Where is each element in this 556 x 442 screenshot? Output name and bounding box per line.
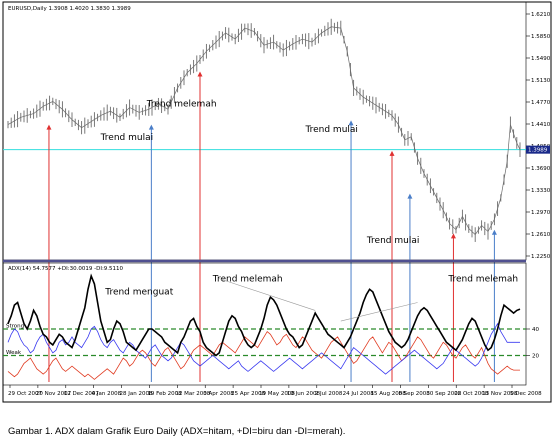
- series-minusdi: [7, 330, 520, 380]
- price-y-tick-label: 1.3690: [531, 166, 551, 172]
- adx-annotations: Trend menguat Trend melemah Trend melemah: [104, 274, 518, 322]
- price-series: 1.3989: [3, 18, 550, 242]
- price-y-tick-label: 1.2250: [531, 254, 551, 260]
- adx-series: [7, 273, 521, 380]
- price-y-tick-label: 1.5490: [531, 56, 551, 62]
- trend-arrow-head: [46, 124, 52, 130]
- trend-arrow-head: [407, 193, 413, 199]
- x-tick-label: 28 Jan 2008: [120, 391, 153, 397]
- adx-panel-title: ADX(14) 54.7577 +DI:30.0019 -DI:9.5110: [8, 266, 124, 272]
- x-tick-label: 22 Oct 2008: [454, 391, 489, 397]
- adx-panel: ADX(14) 54.7577 +DI:30.0019 -DI:9.5110 S…: [2, 262, 539, 386]
- figure-frame: [2, 1, 552, 403]
- trend-arrow-head: [197, 71, 203, 77]
- price-annotation: Trend mulai: [366, 236, 419, 246]
- adx-plot-area: [2, 262, 527, 386]
- price-y-tick-label: 1.5850: [531, 34, 551, 40]
- price-panel-title: EURUSD,Daily 1.3908 1.4020 1.3830 1.3989: [8, 6, 131, 12]
- price-y-tick-label: 1.2970: [531, 210, 551, 216]
- figure-caption: Gambar 1. ADX dalam Grafik Euro Daily (A…: [8, 426, 346, 437]
- price-annotation: Trend mulai: [304, 125, 357, 135]
- x-tick-label: 5 Dec 2008: [510, 391, 542, 397]
- price-annotation: Trend mulai: [100, 133, 153, 143]
- adx-y-tick-label: 20: [532, 354, 539, 360]
- price-y-tick-label: 1.2610: [531, 232, 551, 238]
- adx-level-label: Weak: [6, 350, 22, 356]
- price-y-axis: 1.62101.58501.54901.51301.47701.44101.40…: [526, 12, 551, 260]
- x-tick-label: 24 Jul 2008: [343, 391, 375, 397]
- x-tick-label: 12 Dec 2007: [64, 391, 100, 397]
- x-tick-label: 29 Oct 2007: [8, 391, 43, 397]
- x-tick-label: 25 Apr 2008: [231, 391, 266, 397]
- x-tick-label: 30 Sep 2008: [426, 391, 461, 397]
- price-y-tick-label: 1.5130: [531, 78, 551, 84]
- current-price-badge: [526, 145, 550, 154]
- x-tick-label: 15 Aug 2008: [371, 391, 407, 397]
- price-y-tick-label: 1.6210: [531, 12, 551, 18]
- adx-y-tick-label: 40: [532, 327, 539, 333]
- x-tick-label: 20 Nov 2007: [36, 391, 72, 397]
- x-tick-label: 19 Feb 2008: [147, 391, 182, 397]
- x-tick-label: 2 Jul 2008: [315, 391, 343, 397]
- adx-annotation: Trend menguat: [104, 288, 173, 298]
- price-panel: EURUSD,Daily 1.3908 1.4020 1.3830 1.3989…: [2, 1, 551, 382]
- price-annotations: Trend melemah Trend mulai Trend mulai Trend…: [100, 99, 420, 246]
- trend-guide-line: [340, 302, 418, 322]
- price-y-tick-label: 1.4410: [531, 122, 551, 128]
- trend-arrow-head: [148, 124, 154, 130]
- price-y-tick-label: 1.4770: [531, 100, 551, 106]
- trend-arrow-head: [348, 120, 354, 126]
- price-y-tick-label: 1.3330: [531, 188, 551, 194]
- current-price-label: 1.3989: [528, 148, 548, 154]
- x-tick-label: 4 Jan 2008: [92, 391, 122, 397]
- trend-arrow-head: [491, 229, 497, 235]
- x-tick-label: 19 May 2008: [259, 391, 295, 397]
- series-plusdi: [7, 322, 520, 375]
- trend-guide-line: [219, 278, 316, 311]
- trend-arrow-head: [450, 233, 456, 239]
- x-tick-label: 8 Sep 2008: [398, 391, 430, 397]
- x-tick-label: 13 Nov 2008: [482, 391, 518, 397]
- x-tick-label: 12 Mar 2008: [175, 391, 210, 397]
- price-annotation: Trend melemah: [146, 99, 217, 109]
- adx-y-axis: 40 20: [526, 327, 539, 360]
- x-tick-label: 10 Jun 2008: [287, 391, 321, 397]
- series-adx: [7, 273, 521, 357]
- adx-annotation: Trend melemah: [447, 274, 518, 284]
- adx-annotation: Trend melemah: [212, 274, 283, 284]
- x-tick-label: 3 Apr 2008: [203, 391, 234, 397]
- adx-level-label: Strong: [6, 324, 24, 330]
- trend-arrow-head: [389, 150, 395, 156]
